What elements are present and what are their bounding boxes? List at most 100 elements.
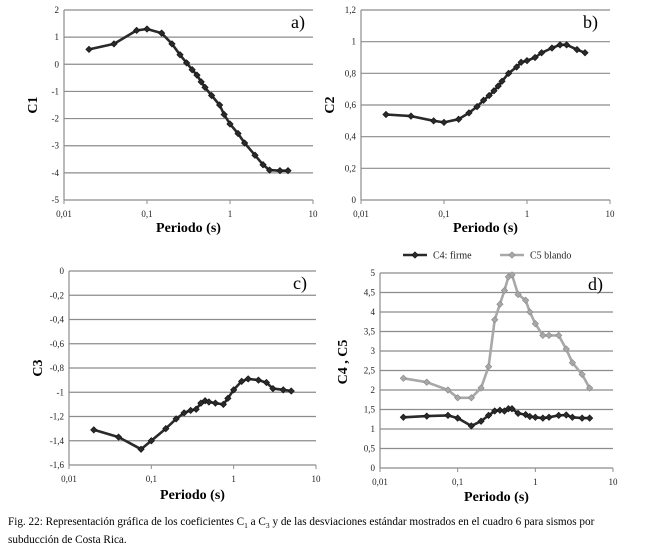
chart-panel-2: 1,2 1 0,8 0,6 0,4 0,2 0 0,01 0,1 1 10 Periodo (s) C2… <box>323 5 615 236</box>
data-point-marker <box>484 362 493 371</box>
x-axis-title: Periodo (s) <box>464 490 529 505</box>
data-point-marker <box>251 151 259 159</box>
data-point-marker <box>226 120 234 128</box>
data-point-marker <box>562 41 571 49</box>
data-point-marker <box>479 96 488 104</box>
data-point-marker <box>276 167 284 175</box>
data-point-marker <box>555 411 563 419</box>
y-axis-title: C3 <box>31 359 46 376</box>
x-axis-title: Periodo (s) <box>453 221 518 236</box>
y-tick-label: -1 <box>52 86 60 96</box>
data-point-marker <box>269 384 277 393</box>
data-point-marker <box>137 445 145 453</box>
data-point-marker <box>162 425 170 433</box>
y-tick-label: 1 <box>352 37 357 47</box>
y-tick-label: 0,8 <box>345 68 357 78</box>
data-point-marker <box>548 44 556 52</box>
y-tick-label: -1,6 <box>50 460 65 470</box>
x-axis-title: Periodo (s) <box>160 488 225 503</box>
legend-label: C5 blando <box>530 251 571 262</box>
data-point-marker <box>484 411 493 419</box>
x-tick-label: 0,1 <box>452 477 463 487</box>
y-tick-label: 4,5 <box>364 288 376 298</box>
data-point-marker <box>244 375 252 383</box>
data-point-marker <box>265 166 274 174</box>
data-point-marker <box>585 414 594 422</box>
x-tick-label: 10 <box>312 474 322 484</box>
data-point-marker <box>578 414 586 422</box>
data-point-marker <box>197 78 205 86</box>
data-point-marker <box>537 49 546 57</box>
chart-panel-4: 5 4,5 4 3,5 3 2,5 2 1,5 1 0,5 0 0,01 0,1 1 10 Periodo (… <box>336 251 618 506</box>
data-point-marker <box>490 87 498 95</box>
data-point-marker <box>230 386 238 394</box>
data-point-marker <box>440 118 448 127</box>
data-point-marker <box>508 405 516 413</box>
data-point-marker <box>539 331 547 340</box>
data-point-marker <box>517 58 525 66</box>
y-tick-label: 2,5 <box>364 366 376 376</box>
data-point-marker <box>531 413 539 421</box>
y-tick-label: -2 <box>52 114 60 124</box>
y-tick-label: -5 <box>52 195 60 205</box>
x-tick-label: 0,01 <box>353 209 369 219</box>
panel-label: c) <box>293 273 307 294</box>
data-point-marker <box>186 406 195 415</box>
data-point-marker <box>498 77 506 85</box>
caption-suffix: y de las desviaciones estándar mostrados… <box>8 516 595 547</box>
data-point-marker <box>467 422 475 430</box>
y-tick-label: -1,2 <box>50 412 64 422</box>
y-tick-label: -0,4 <box>50 315 65 325</box>
data-point-marker <box>522 296 530 304</box>
data-point-marker <box>182 59 191 67</box>
data-point-marker <box>188 66 196 74</box>
x-tick-label: 1 <box>231 474 236 484</box>
data-point-marker <box>562 345 570 353</box>
data-point-marker <box>508 271 516 279</box>
x-tick-label: 0,1 <box>438 209 449 219</box>
data-point-marker <box>531 320 539 328</box>
y-tick-label: -3 <box>52 141 60 151</box>
data-point-marker <box>531 53 539 62</box>
data-point-marker <box>220 110 228 119</box>
data-point-marker <box>578 370 586 379</box>
data-point-marker <box>467 394 475 402</box>
data-point-marker <box>523 57 531 65</box>
data-point-marker <box>110 40 118 48</box>
y-tick-label: 1,2 <box>345 5 356 15</box>
x-tick-label: 10 <box>609 477 619 487</box>
y-tick-label: 0,5 <box>364 444 376 454</box>
panel-label: d) <box>588 274 603 295</box>
caption-sub-3: 3 <box>265 521 270 531</box>
data-point-marker <box>279 386 287 394</box>
legend-swatch-marker <box>508 251 516 259</box>
data-point-marker <box>513 63 521 71</box>
data-point-marker <box>262 378 271 387</box>
data-point-marker <box>568 359 577 367</box>
data-point-marker <box>562 411 570 419</box>
x-tick-label: 1 <box>533 477 538 487</box>
x-tick-label: 1 <box>228 209 233 219</box>
data-point-marker <box>143 25 151 33</box>
data-point-marker <box>500 286 509 295</box>
data-point-marker <box>284 167 292 175</box>
data-point-marker <box>444 411 452 419</box>
data-point-marker <box>147 437 155 445</box>
y-tick-label: -1,4 <box>50 436 65 446</box>
caption-sub-1: 1 <box>244 521 248 531</box>
y-tick-label: 0,4 <box>345 132 357 142</box>
data-point-marker <box>504 69 513 77</box>
data-point-marker <box>496 406 504 414</box>
y-tick-label: 4 <box>371 307 376 317</box>
data-point-marker <box>514 409 522 418</box>
data-point-marker <box>444 386 452 394</box>
data-point-marker <box>133 26 141 34</box>
legend-label: C4: firme <box>433 251 472 262</box>
data-point-marker <box>192 405 200 413</box>
data-point-marker <box>473 102 481 111</box>
x-tick-label: 10 <box>606 209 616 219</box>
data-point-marker <box>545 413 553 421</box>
data-point-marker <box>234 129 242 138</box>
